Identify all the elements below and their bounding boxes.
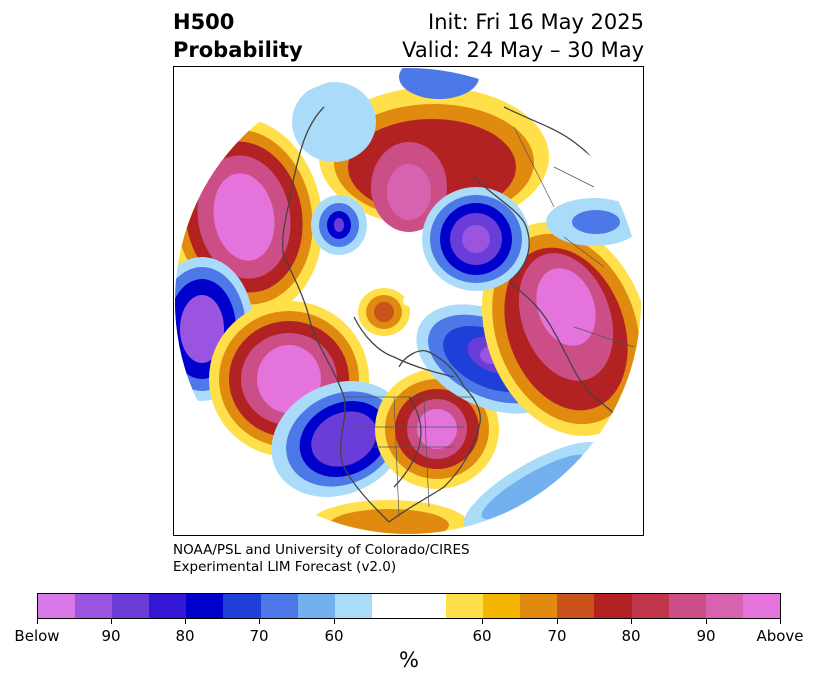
anomaly-above-north-pole: [358, 288, 413, 336]
colorbar-segment: [112, 594, 150, 618]
colorbar-segment: [631, 594, 669, 618]
colorbar-tick-label: 80: [175, 627, 195, 645]
borders: [344, 126, 635, 518]
init-date: Init: Fri 16 May 2025: [428, 10, 644, 34]
colorbar-tick-label: 90: [696, 627, 716, 645]
colorbar-segment: [742, 594, 780, 618]
colorbar-tick-label: 70: [547, 627, 567, 645]
colorbar-segment: [520, 594, 558, 618]
colorbar-segment: [75, 594, 113, 618]
colorbar-segment: [149, 594, 187, 618]
anomaly-below-east-siberia: [546, 198, 641, 246]
colorbar-tick: [111, 619, 112, 624]
map-panel: [173, 66, 644, 536]
title-product: Probability: [173, 38, 303, 62]
colorbar-tick-label: Below: [14, 627, 60, 645]
colorbar-segment: [594, 594, 632, 618]
colorbar-tick-label: 80: [621, 627, 641, 645]
valid-range: Valid: 24 May – 30 May: [402, 38, 644, 62]
colorbar-tick-label: Above: [756, 627, 804, 645]
colorbar-segment: [483, 594, 521, 618]
credit-line-1: NOAA/PSL and University of Colorado/CIRE…: [173, 542, 470, 558]
colorbar-segment: [557, 594, 595, 618]
anomaly-below-subtropical: [463, 441, 605, 533]
colorbar-segment: [371, 594, 447, 618]
anomaly-below-western-us: [271, 381, 407, 497]
colorbar-tick: [557, 619, 558, 624]
colorbar-unit: %: [399, 648, 419, 672]
credit-block: NOAA/PSL and University of Colorado/CIRE…: [173, 542, 470, 576]
colorbar-tick-label: 90: [101, 627, 121, 645]
probability-map: [175, 68, 641, 534]
title-variable: H500: [173, 10, 235, 34]
colorbar-tick: [482, 619, 483, 624]
colorbar-tick-label: 60: [472, 627, 492, 645]
colorbar-segment: [38, 594, 76, 618]
title-block-left: H500 Probability: [173, 8, 303, 64]
anomaly-below-east-asia: [311, 195, 367, 255]
colorbar-segment: [223, 594, 261, 618]
colorbar-tick: [631, 619, 632, 624]
colorbar: [37, 593, 781, 619]
colorbar-segment: [705, 594, 743, 618]
colorbar-tick: [334, 619, 335, 624]
colorbar-segment: [446, 594, 484, 618]
colorbar-tick: [37, 619, 38, 624]
colorbar-segment: [297, 594, 335, 618]
colorbar-segment: [668, 594, 706, 618]
anomaly-below-ural: [422, 187, 530, 291]
anomaly-above-eastern-us: [375, 369, 499, 489]
colorbar-tick: [185, 619, 186, 624]
credit-line-2: Experimental LIM Forecast (v2.0): [173, 559, 397, 575]
colorbar-segment: [334, 594, 372, 618]
colorbar-segment: [186, 594, 224, 618]
colorbar-tick: [706, 619, 707, 624]
title-block-right: Init: Fri 16 May 2025 Valid: 24 May – 30…: [402, 8, 644, 64]
colorbar-tick-label: 70: [249, 627, 269, 645]
colorbar-segment: [260, 594, 298, 618]
colorbar-tick-label: 60: [324, 627, 344, 645]
anomaly-below-arctic-top: [292, 68, 479, 162]
colorbar-tick: [780, 619, 781, 624]
colorbar-tick: [259, 619, 260, 624]
